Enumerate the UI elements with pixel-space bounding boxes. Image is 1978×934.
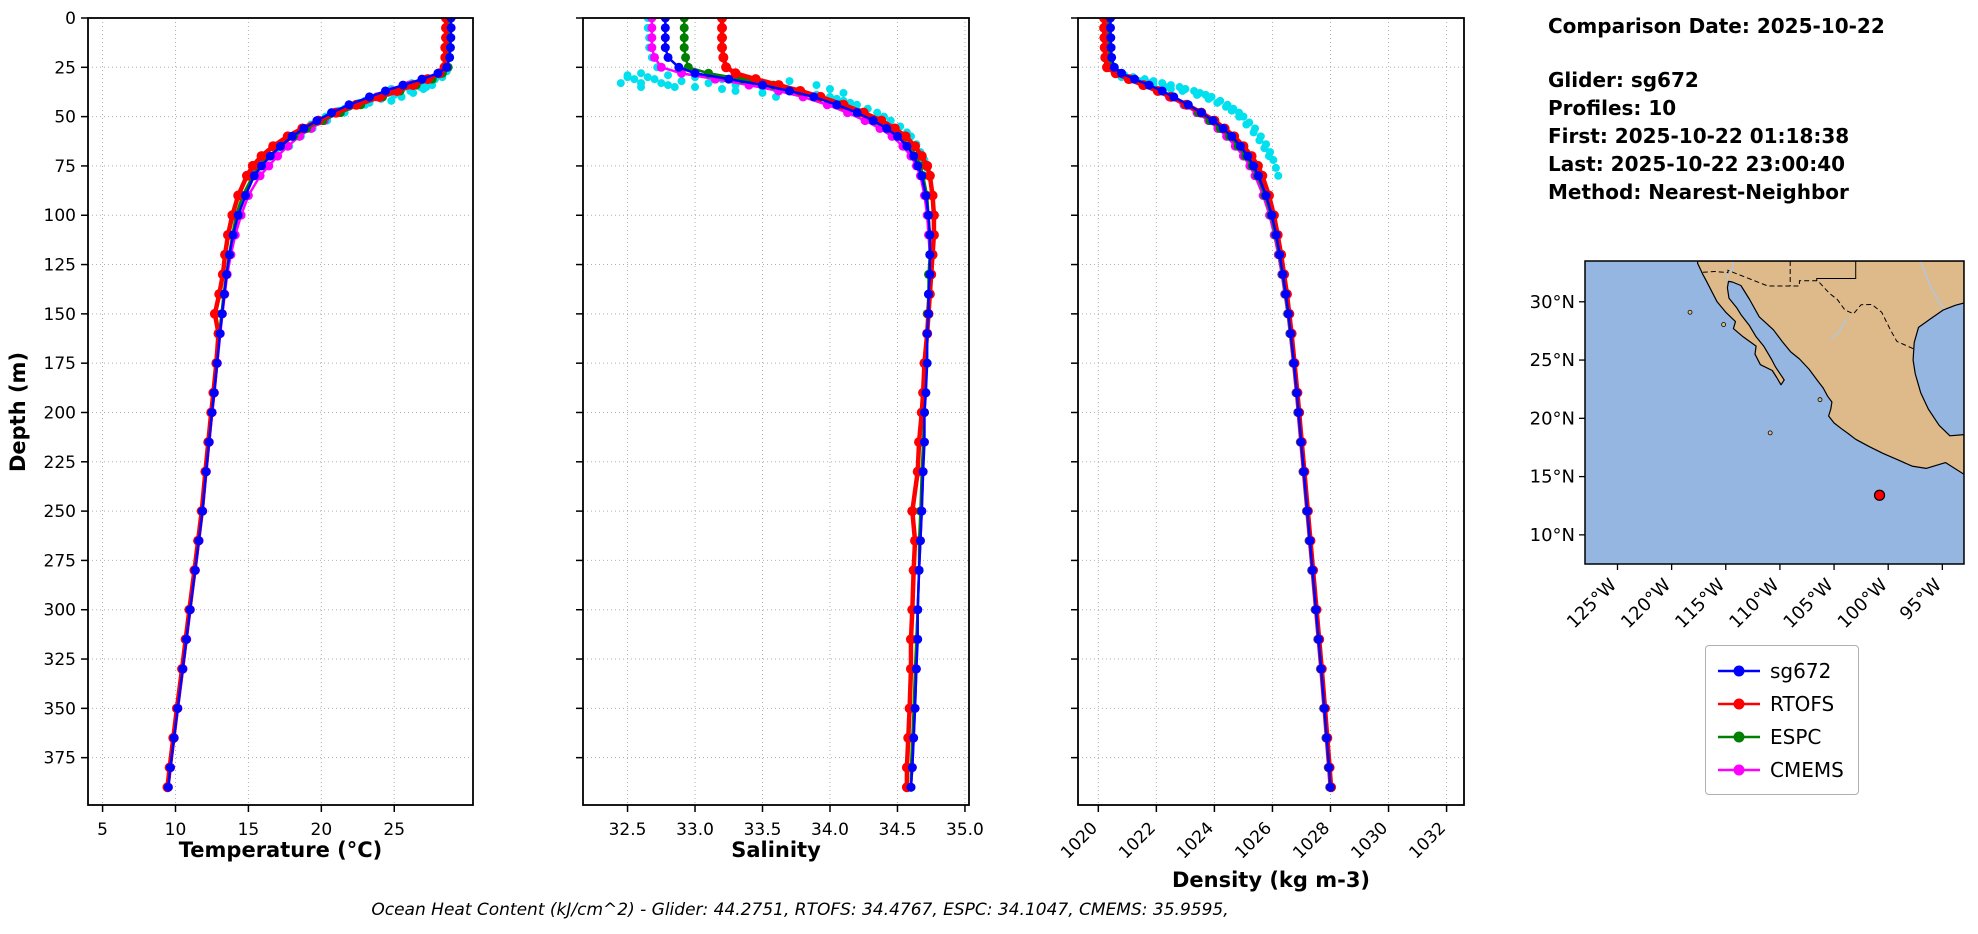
legend: sg672 RTOFS ESPC CMEMS	[1705, 645, 1859, 795]
salinity-profile-plot: 32.5 33.0 33.5 34.0 34.5 35.0	[576, 17, 984, 840]
svg-text:0: 0	[65, 9, 76, 29]
svg-text:325: 325	[44, 650, 76, 670]
svg-text:30°N: 30°N	[1530, 292, 1575, 313]
svg-text:375: 375	[44, 749, 76, 769]
svg-text:15°N: 15°N	[1530, 467, 1575, 488]
profiles-text: Profiles: 10	[1548, 96, 1677, 120]
svg-text:33.5: 33.5	[744, 820, 782, 840]
svg-text:125°W: 125°W	[1563, 575, 1621, 633]
glider-location-marker	[1873, 489, 1886, 501]
legend-marker-icon	[1718, 731, 1760, 742]
svg-text:34.0: 34.0	[811, 820, 849, 840]
legend-label: ESPC	[1770, 724, 1822, 749]
svg-text:300: 300	[44, 601, 76, 621]
density-profile-plot: 1020 1022 1024 1026 1028 1030 1032	[1057, 17, 1465, 863]
svg-text:150: 150	[44, 305, 76, 325]
legend-marker-icon	[1718, 764, 1760, 775]
glider-text: Glider: sg672	[1548, 68, 1699, 92]
svg-text:50: 50	[54, 108, 76, 128]
legend-marker-icon	[1718, 698, 1760, 709]
svg-text:1024: 1024	[1173, 818, 1218, 863]
svg-text:25°N: 25°N	[1530, 350, 1575, 371]
legend-item: ESPC	[1716, 720, 1844, 753]
legend-item: CMEMS	[1716, 753, 1844, 786]
svg-text:10: 10	[165, 820, 187, 840]
first-time-text: First: 2025-10-22 01:18:38	[1548, 124, 1850, 148]
svg-text:34.5: 34.5	[879, 820, 917, 840]
svg-text:20: 20	[311, 820, 333, 840]
method-text: Method: Nearest-Neighbor	[1548, 180, 1849, 204]
svg-text:1032: 1032	[1405, 818, 1450, 863]
svg-text:125: 125	[44, 256, 76, 276]
svg-text:35.0: 35.0	[946, 820, 984, 840]
svg-text:32.5: 32.5	[609, 820, 647, 840]
svg-text:1020: 1020	[1057, 818, 1102, 863]
svg-text:225: 225	[44, 453, 76, 473]
temperature-profile-plot: 5 10 15 20 250255075100125150175200225250275…	[44, 9, 474, 840]
svg-text:75: 75	[54, 157, 76, 177]
svg-text:1026: 1026	[1231, 818, 1276, 863]
ocean-heat-content-caption: Ocean Heat Content (kJ/cm^2) - Glider: 4…	[371, 900, 1229, 920]
svg-text:1028: 1028	[1289, 818, 1334, 863]
last-time-text: Last: 2025-10-22 23:00:40	[1548, 152, 1846, 176]
svg-text:95°W: 95°W	[1896, 575, 1946, 625]
svg-text:110°W: 110°W	[1725, 575, 1783, 633]
legend-label: RTOFS	[1770, 691, 1835, 716]
svg-text:20°N: 20°N	[1530, 408, 1575, 429]
density-axis-label: Density (kg m-3)	[1171, 868, 1371, 892]
svg-text:100: 100	[44, 206, 76, 226]
svg-text:120°W: 120°W	[1617, 575, 1675, 633]
legend-label: sg672	[1770, 658, 1832, 683]
legend-item: sg672	[1716, 654, 1844, 687]
svg-text:175: 175	[44, 354, 76, 374]
svg-text:25: 25	[54, 58, 76, 78]
comparison-date-text: Comparison Date: 2025-10-22	[1548, 14, 1885, 38]
legend-item: RTOFS	[1716, 687, 1844, 720]
svg-text:15: 15	[238, 820, 260, 840]
svg-text:275: 275	[44, 551, 76, 571]
svg-text:105°W: 105°W	[1779, 575, 1837, 633]
comparison-info-block: Comparison Date: 2025-10-22 Glider: sg67…	[1548, 12, 1885, 206]
svg-text:115°W: 115°W	[1671, 575, 1729, 633]
legend-marker-icon	[1718, 665, 1760, 676]
svg-text:33.0: 33.0	[676, 820, 714, 840]
svg-text:350: 350	[44, 699, 76, 719]
svg-text:100°W: 100°W	[1834, 575, 1892, 633]
svg-text:10°N: 10°N	[1530, 525, 1575, 546]
svg-text:1022: 1022	[1115, 818, 1160, 863]
svg-text:250: 250	[44, 502, 76, 522]
svg-text:200: 200	[44, 403, 76, 423]
svg-text:1030: 1030	[1347, 818, 1392, 863]
temperature-axis-label: Temperature (°C)	[178, 838, 383, 862]
legend-label: CMEMS	[1770, 757, 1844, 782]
svg-text:25: 25	[383, 820, 405, 840]
salinity-axis-label: Salinity	[731, 838, 821, 862]
svg-text:5: 5	[97, 820, 108, 840]
